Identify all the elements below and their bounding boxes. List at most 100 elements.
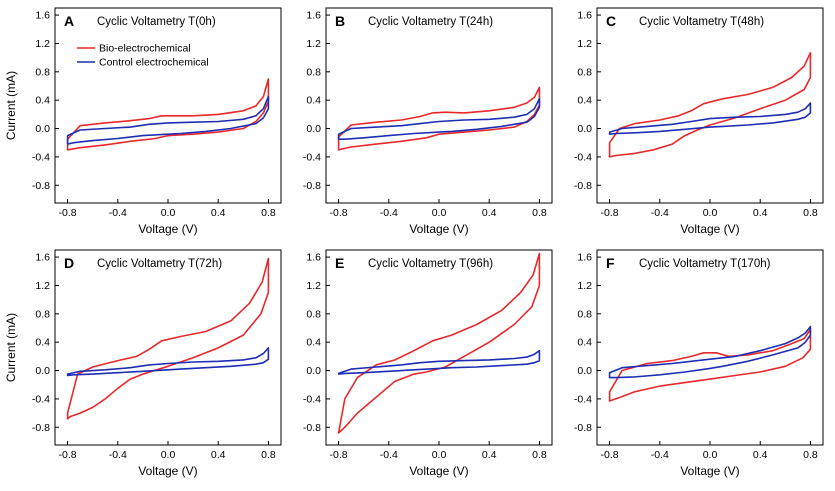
x-axis-label: Voltage (V) — [409, 222, 468, 236]
y-tick-label: 0.0 — [35, 123, 50, 135]
panel-letter: E — [335, 255, 344, 271]
panel-c: -0.8 -0.4 0.0 0.4 0.8 -0.8 -0.4 0.0 0.4 0.8 1.2 1.6… — [574, 7, 824, 236]
y-tick-label: 0.8 — [35, 308, 50, 320]
x-tick-label: 0.0 — [703, 207, 718, 219]
y-tick-label: 1.6 — [306, 252, 321, 264]
y-axis-label: Current (mA) — [4, 313, 18, 382]
y-tick-label: -0.4 — [574, 393, 592, 405]
x-tick-label: 0.0 — [703, 449, 718, 461]
panel-f: -0.8 -0.4 0.0 0.4 0.8 -0.8 -0.4 0.0 0.4 0.8 1.2 1.6… — [574, 249, 824, 478]
y-tick-label: 1.6 — [35, 10, 50, 22]
plot-frame — [596, 7, 824, 204]
y-tick-label: 1.2 — [35, 280, 50, 292]
y-tick-label: -0.8 — [574, 180, 592, 192]
y-tick-label: 0.0 — [35, 365, 50, 377]
x-tick-label: -0.8 — [59, 449, 77, 461]
series-control-electrochemical-curve — [337, 349, 541, 375]
series-control-electrochemical-curve — [337, 98, 541, 140]
y-tick-label: 0.4 — [35, 337, 50, 349]
panel-letter: A — [64, 13, 74, 29]
x-tick-label: 0.8 — [532, 449, 547, 461]
panel-letter: F — [606, 255, 615, 271]
x-tick-label: -0.4 — [651, 207, 669, 219]
panel-title: Cyclic Voltametry T(48h) — [639, 16, 764, 28]
x-tick-label: 0.8 — [261, 207, 276, 219]
x-tick-label: -0.8 — [601, 449, 619, 461]
panel-e: -0.8 -0.4 0.0 0.4 0.8 -0.8 -0.4 0.0 0.4 0.8 1.2 1.6… — [303, 249, 553, 478]
series-control-electrochemical-curve — [66, 95, 270, 145]
x-tick-label: -0.4 — [109, 207, 127, 219]
y-tick-label: 1.2 — [306, 280, 321, 292]
y-tick-label: 0.8 — [35, 66, 50, 78]
series-control-electrochemical-curve — [608, 102, 812, 135]
y-tick-label: 1.6 — [306, 10, 321, 22]
series-control-electrochemical-curve — [66, 347, 270, 377]
plot-frame — [325, 249, 553, 446]
y-tick-label: 0.0 — [306, 365, 321, 377]
x-tick-label: -0.8 — [601, 207, 619, 219]
y-tick-label: 1.2 — [577, 38, 592, 50]
y-tick-label: 0.4 — [306, 337, 321, 349]
y-tick-label: 0.4 — [306, 95, 321, 107]
x-tick-label: 0.4 — [211, 449, 226, 461]
y-tick-label: 0.0 — [577, 365, 592, 377]
x-tick-label: 0.0 — [161, 207, 176, 219]
x-tick-label: 0.0 — [432, 449, 447, 461]
series-bio-electrochemical-curve — [608, 51, 812, 158]
x-axis-label: Voltage (V) — [138, 222, 197, 236]
series-bio-electrochemical-curve — [608, 328, 812, 402]
x-tick-label: 0.4 — [753, 449, 768, 461]
y-tick-label: 0.4 — [577, 337, 592, 349]
series-bio-electrochemical-curve — [337, 86, 541, 151]
y-tick-label: -0.8 — [32, 422, 50, 434]
x-tick-label: 0.8 — [803, 207, 818, 219]
y-tick-label: 0.8 — [577, 308, 592, 320]
x-axis-label: Voltage (V) — [680, 464, 739, 478]
x-tick-label: -0.4 — [380, 207, 398, 219]
x-tick-label: 0.8 — [261, 449, 276, 461]
plot-frame — [54, 249, 282, 446]
y-tick-label: 0.8 — [306, 66, 321, 78]
panel-title: Cyclic Voltametry T(0h) — [97, 16, 216, 28]
x-tick-label: 0.4 — [482, 449, 497, 461]
plot-frame — [596, 249, 824, 446]
x-tick-label: 0.4 — [482, 207, 497, 219]
y-tick-label: 1.6 — [35, 252, 50, 264]
x-tick-label: 0.0 — [432, 207, 447, 219]
panel-title: Cyclic Voltametry T(96h) — [368, 258, 493, 270]
panel-letter: C — [606, 13, 616, 29]
legend: Bio-electrochemical Control electrochemic… — [77, 43, 209, 69]
panel-letter: D — [64, 255, 74, 271]
x-tick-label: 0.8 — [803, 449, 818, 461]
y-tick-label: -0.4 — [32, 393, 50, 405]
x-tick-label: 0.4 — [753, 207, 768, 219]
y-tick-label: -0.4 — [32, 151, 50, 163]
panel-d: -0.8 -0.4 0.0 0.4 0.8 -0.8 -0.4 0.0 0.4 0.8 1.2 1.6… — [4, 249, 282, 478]
y-tick-label: 1.2 — [35, 38, 50, 50]
y-tick-label: 0.0 — [577, 123, 592, 135]
y-tick-label: 1.2 — [577, 280, 592, 292]
y-tick-label: 1.6 — [577, 252, 592, 264]
x-tick-label: -0.8 — [330, 207, 348, 219]
y-tick-label: 1.2 — [306, 38, 321, 50]
series-bio-electrochemical-curve — [337, 252, 541, 434]
x-axis-label: Voltage (V) — [409, 464, 468, 478]
y-tick-label: -0.8 — [574, 422, 592, 434]
y-tick-label: -0.4 — [303, 393, 321, 405]
panel-b: -0.8 -0.4 0.0 0.4 0.8 -0.8 -0.4 0.0 0.4 0.8 1.2 1.6… — [303, 7, 553, 236]
plot-frame — [54, 7, 282, 204]
y-tick-label: 0.4 — [35, 95, 50, 107]
x-tick-label: 0.0 — [161, 449, 176, 461]
series-bio-electrochemical-curve — [66, 78, 270, 151]
series-control-electrochemical-curve — [608, 325, 812, 379]
panel-title: Cyclic Voltametry T(170h) — [639, 258, 771, 270]
panel-letter: B — [335, 13, 345, 29]
legend-label: Bio-electrochemical — [99, 43, 191, 55]
y-axis-label: Current (mA) — [4, 71, 18, 140]
x-tick-label: 0.8 — [532, 207, 547, 219]
y-tick-label: 1.6 — [577, 10, 592, 22]
x-axis-label: Voltage (V) — [138, 464, 197, 478]
y-tick-label: 0.0 — [306, 123, 321, 135]
panel-title: Cyclic Voltametry T(24h) — [368, 16, 493, 28]
